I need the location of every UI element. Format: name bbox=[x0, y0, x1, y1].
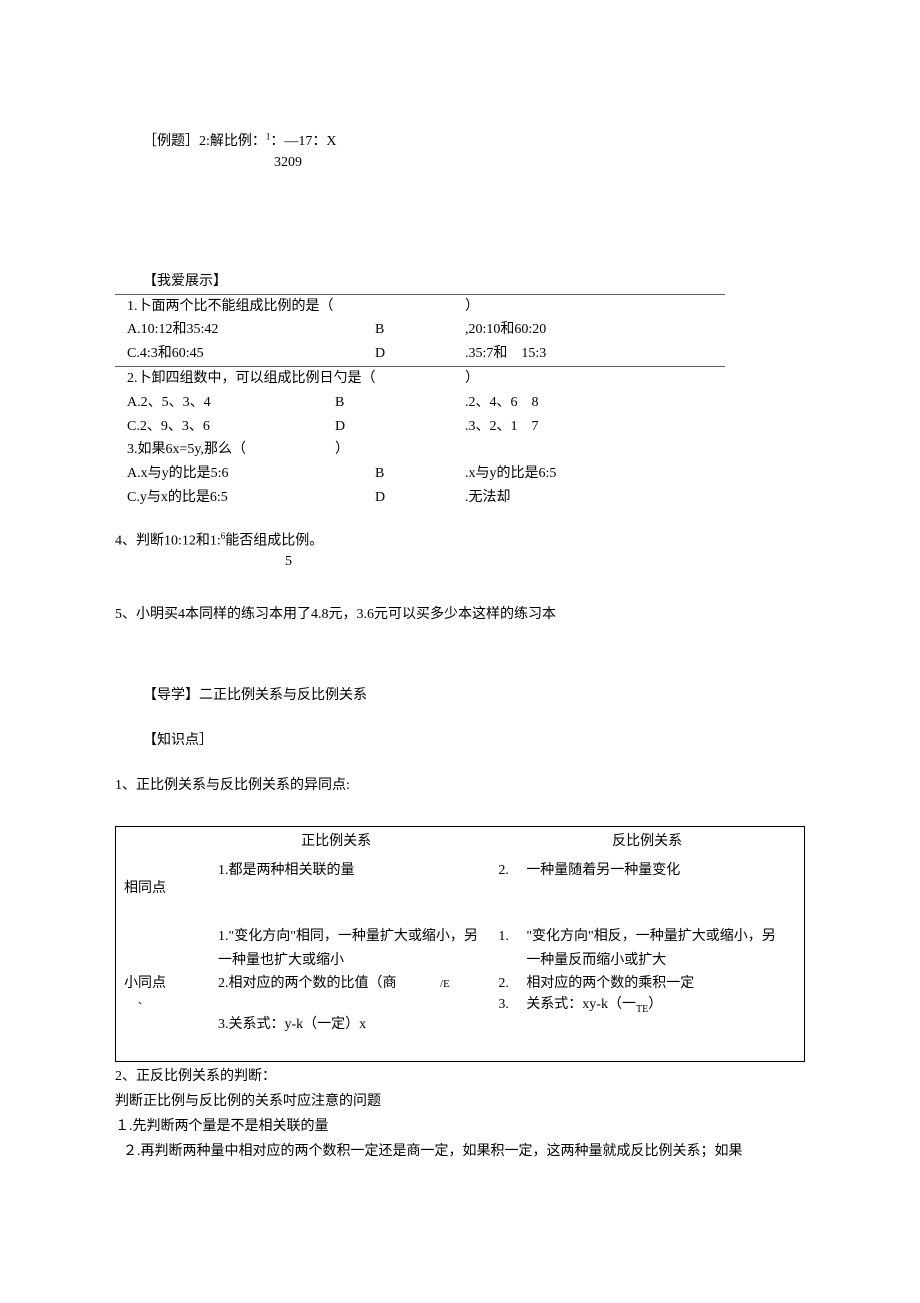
q2-stem: 2.卜卸四组数中，可以组成比例日勺是（ bbox=[115, 367, 465, 391]
row1-label: 相同点 bbox=[116, 856, 183, 921]
table-h2: 反比例关系 bbox=[490, 827, 804, 857]
comparison-table: 正比例关系 反比例关系 相同点 1.都是两种相关联的量 2. 一种量随着另一种量… bbox=[115, 826, 805, 1061]
r2c1-3: 3.关系式：y-k（一定）x bbox=[218, 1014, 482, 1035]
after-p4: １.先判断两个量是不是相关联的量 bbox=[115, 1116, 805, 1137]
r2c2-2-num: 2. bbox=[498, 973, 526, 994]
guide-title: 【导学】二正比例关系与反比例关系 bbox=[115, 685, 805, 706]
q2-optB-letter: B bbox=[335, 391, 465, 415]
q2-stem-close: ） bbox=[465, 367, 479, 391]
q2-stem-row: 2.卜卸四组数中，可以组成比例日勺是（ ） bbox=[115, 367, 745, 391]
guide-p1: 1、正比例关系与反比例关系的异同点: bbox=[115, 775, 805, 796]
document-page: ［例题］2:解比例：1：—17：X 3209 【我爱展示】 1.卜面两个比不能组… bbox=[0, 0, 920, 1226]
q3-row2: C.y与x的比是6:5 D .无法却 bbox=[115, 486, 745, 510]
r2c1-2-wrap: 2.相对应的两个数的比值（商 /E bbox=[218, 973, 482, 994]
r1c2-text: 一种量随着另一种量变化 bbox=[526, 860, 680, 881]
q1-optB-text: ,20:10和60:20 bbox=[465, 318, 745, 342]
q1-stem-close: ） bbox=[465, 295, 479, 319]
q1-optD-letter: D bbox=[375, 342, 465, 366]
section-show-title: 【我爱展示】 bbox=[115, 271, 805, 292]
after-p5: ２.再判断两种量中相对应的两个数积一定还是商一定，如果积一定，这两种量就成反比例… bbox=[115, 1141, 805, 1162]
q2-optD-text: .3、2、1 7 bbox=[465, 415, 745, 439]
example-expr-post: ：—17：X bbox=[270, 134, 336, 149]
r2c1-2: 2.相对应的两个数的比值（商 bbox=[218, 976, 397, 991]
q3-stem-row: 3.如果6x=5y,那么（ ） bbox=[115, 438, 755, 462]
q4-line2: 5 bbox=[115, 551, 805, 572]
r2c2-3-text: 关系式：xy-k（一TE） bbox=[526, 994, 662, 1017]
r2c1: 1."变化方向"相同，一种量扩大或缩小，另一种量也扩大或缩小 2.相对应的两个数… bbox=[182, 921, 490, 1061]
r2c2-2-text: 相对应的两个数的乘积一定 bbox=[526, 973, 694, 994]
q2-row2: C.2、9、3、6 D .3、2、1 7 bbox=[115, 415, 745, 439]
r2c2-1-text: "变化方向"相反，一种量扩大或缩小，另 一种量反而缩小或扩大 bbox=[526, 925, 796, 973]
q4-pre: 4、判断10:12和1: bbox=[115, 533, 221, 548]
r1c1: 1.都是两种相关联的量 bbox=[182, 856, 490, 921]
q1-optD-text: .35:7和 15:3 bbox=[465, 342, 745, 366]
q2-optA: A.2、5、3、4 bbox=[115, 391, 335, 415]
r1c1-text: 1.都是两种相关联的量 bbox=[190, 860, 482, 881]
r2c1-2-tail: /E bbox=[400, 978, 450, 990]
q3-optB-letter: B bbox=[375, 462, 465, 486]
example-label: ［例题］2:解比例： bbox=[143, 134, 266, 149]
q3-stem-close: ） bbox=[335, 438, 349, 462]
after-p3: 判断正比例与反比例的关系吋应注意的问题 bbox=[115, 1091, 805, 1112]
q3-optD-letter: D bbox=[375, 486, 465, 510]
q2-optB-text: .2、4、6 8 bbox=[465, 391, 745, 415]
q4-line1: 4、判断10:12和1:6能否组成比例。 bbox=[115, 530, 805, 552]
guide-sub: 【知识点］ bbox=[115, 730, 805, 751]
q2-row1: A.2、5、3、4 B .2、4、6 8 bbox=[115, 391, 745, 415]
example-expr: 1：—17：X bbox=[266, 134, 337, 149]
q2-optD-letter: D bbox=[335, 415, 465, 439]
q1-stem: 1.卜面两个比不能组成比例的是（ bbox=[115, 295, 465, 319]
q4-post: 能否组成比例。 bbox=[225, 533, 323, 548]
r1c2: 2. 一种量随着另一种量变化 bbox=[490, 856, 804, 921]
q3-optD-text: .无法却 bbox=[465, 486, 745, 510]
example-number: 3209 bbox=[143, 152, 433, 173]
q3-row1: A.x与y的比是5:6 B .x与y的比是6:5 bbox=[115, 462, 745, 486]
r2c2-3-pre: 关系式：xy-k（一 bbox=[526, 997, 636, 1012]
q1-row2: C.4:3和60:45 D .35:7和 15:3 bbox=[115, 342, 745, 366]
q3-optB-text: .x与y的比是6:5 bbox=[465, 462, 745, 486]
after-p2: 2、正反比例关系的判断： bbox=[115, 1066, 805, 1087]
q1-optC: C.4:3和60:45 bbox=[115, 342, 375, 366]
q1-stem-row: 1.卜面两个比不能组成比例的是（ ） bbox=[115, 295, 745, 319]
row2-label-sub: 、 bbox=[124, 994, 174, 1009]
q1-row1: A.10:12和35:42 B ,20:10和60:20 bbox=[115, 318, 745, 342]
row2-label-cell: 小同点 、 bbox=[116, 921, 183, 1061]
example-text: ［例题］2:解比例：1：—17：X bbox=[143, 134, 337, 149]
row2-label: 小同点 bbox=[124, 976, 166, 991]
q3-stem: 3.如果6x=5y,那么（ bbox=[115, 438, 335, 462]
q2-optC: C.2、9、3、6 bbox=[115, 415, 335, 439]
q5: 5、小明买4本同样的练习本用了4.8元，3.6元可以买多少本这样的练习本 bbox=[115, 604, 805, 625]
table-empty-head bbox=[116, 827, 183, 857]
q1-optA: A.10:12和35:42 bbox=[115, 318, 375, 342]
q1-optB-letter: B bbox=[375, 318, 465, 342]
table-h1: 正比例关系 bbox=[182, 827, 490, 857]
q3-optC: C.y与x的比是6:5 bbox=[115, 486, 375, 510]
r2c2-3-post: ） bbox=[648, 997, 662, 1012]
r2c1-1: 1."变化方向"相同，一种量扩大或缩小，另一种量也扩大或缩小 bbox=[218, 925, 482, 973]
r2c2: 1. "变化方向"相反，一种量扩大或缩小，另 一种量反而缩小或扩大 2. 相对应… bbox=[490, 921, 804, 1061]
example-block: ［例题］2:解比例：1：—17：X 3209 bbox=[115, 130, 805, 173]
r2c2-1-num: 1. bbox=[498, 925, 526, 973]
q3-optA: A.x与y的比是5:6 bbox=[115, 462, 375, 486]
r2c2-3-num: 3. bbox=[498, 994, 526, 1017]
r1c2-num: 2. bbox=[498, 860, 526, 881]
r2c2-3-tail: TE bbox=[636, 1004, 648, 1015]
